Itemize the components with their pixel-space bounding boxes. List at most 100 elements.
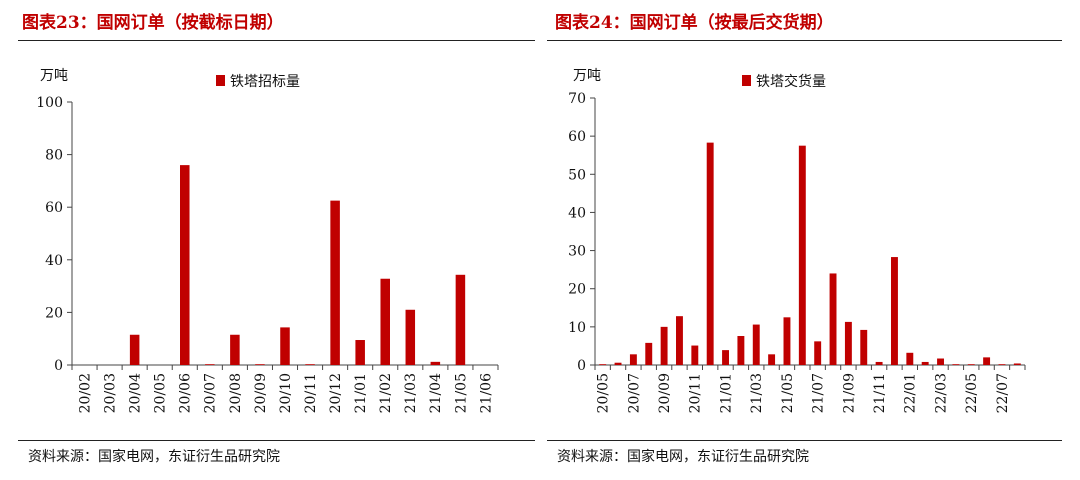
bar — [906, 352, 914, 365]
x-tick-label: 21/06 — [478, 373, 494, 413]
x-tick-label: 21/03 — [403, 373, 419, 413]
x-tick-label: 20/02 — [77, 373, 93, 413]
bar — [722, 350, 729, 365]
x-tick-label: 20/05 — [153, 373, 169, 413]
x-tick-label: 20/11 — [303, 373, 319, 413]
bar — [860, 329, 868, 365]
x-tick-label: 22/05 — [964, 373, 980, 413]
y-tick-label: 40 — [45, 253, 63, 269]
y-tick-label: 30 — [568, 244, 586, 260]
bar — [829, 273, 837, 365]
bar — [937, 358, 944, 365]
x-tick-label: 20/04 — [128, 373, 144, 413]
legend-label: 铁塔交货量 — [756, 73, 826, 90]
x-tick-label: 21/07 — [811, 373, 827, 413]
bar — [305, 364, 315, 365]
bar — [752, 324, 760, 365]
legend-swatch — [742, 75, 751, 86]
x-tick-label: 21/05 — [780, 373, 796, 413]
y-tick-label: 100 — [36, 95, 63, 111]
bar — [380, 278, 390, 365]
bar — [983, 357, 991, 365]
bar — [660, 326, 668, 365]
bar — [430, 361, 441, 365]
x-tick-label: 21/09 — [841, 373, 857, 413]
chart-panel-orders-by-bid-date: 图表23：国网订单（按截标日期） 万吨 铁塔招标量 0 20 40 60 80 100 20/0… — [0, 0, 535, 480]
bar — [645, 342, 653, 365]
source-rule — [18, 440, 535, 441]
bar — [891, 257, 898, 365]
bar — [255, 364, 265, 365]
x-tick-label: 22/01 — [903, 373, 919, 413]
bar — [455, 274, 466, 365]
title-rule — [547, 40, 1062, 41]
x-tick-label: 20/08 — [228, 373, 244, 413]
bar — [783, 317, 791, 365]
legend-swatch — [216, 75, 225, 86]
bar — [676, 316, 683, 365]
x-tick-label: 21/01 — [718, 373, 734, 413]
x-tick-label: 20/06 — [178, 373, 194, 413]
y-tick-label: 0 — [577, 358, 586, 374]
bar — [180, 165, 190, 365]
source-note: 资料来源：国家电网，东证衍生品研究院 — [28, 449, 280, 465]
bar — [998, 364, 1006, 365]
source-rule — [547, 440, 1062, 441]
bar — [280, 327, 290, 365]
chart-title: 图表24：国网订单（按最后交货期） — [555, 13, 834, 33]
x-tick-label: 21/03 — [749, 373, 765, 413]
x-tick-label: 20/03 — [102, 373, 118, 413]
bar — [706, 142, 714, 365]
bar — [405, 309, 416, 365]
y-tick-label: 60 — [45, 200, 63, 216]
x-tick-label: 20/07 — [626, 373, 642, 413]
bar — [629, 354, 637, 365]
x-tick-label: 20/07 — [203, 373, 219, 413]
bar — [330, 200, 340, 365]
x-tick-label: 21/05 — [453, 373, 469, 413]
x-tick-label: 21/02 — [378, 373, 394, 413]
x-tick-label: 20/09 — [253, 373, 269, 413]
y-tick-label: 60 — [568, 129, 586, 145]
bar — [798, 145, 806, 365]
legend-label: 铁塔招标量 — [230, 74, 300, 90]
bar — [614, 362, 622, 365]
bar — [129, 334, 140, 365]
bar — [844, 321, 852, 365]
y-tick-label: 50 — [568, 167, 586, 183]
bar — [814, 341, 822, 365]
chart-title: 图表23：国网订单（按截标日期） — [22, 13, 284, 33]
x-tick-label: 22/07 — [995, 373, 1011, 413]
x-tick-label: 20/09 — [657, 373, 673, 413]
y-tick-label: 70 — [568, 91, 586, 107]
bar — [205, 364, 215, 365]
bar — [355, 340, 365, 365]
x-tick-label: 20/05 — [596, 373, 612, 413]
x-tick-label: 21/01 — [353, 373, 369, 413]
bar-chart-bid-volume: 万吨 铁塔招标量 0 20 40 60 80 100 20/02 20/03 20/04 20/05 2… — [36, 68, 499, 413]
bar — [875, 361, 883, 365]
source-note: 资料来源：国家电网，东证衍生品研究院 — [557, 449, 809, 465]
x-tick-label: 20/10 — [278, 373, 294, 413]
bar — [952, 364, 960, 365]
y-tick-label: 0 — [54, 358, 63, 374]
title-rule — [18, 40, 535, 41]
y-tick-label: 40 — [568, 205, 586, 221]
x-tick-label: 20/12 — [328, 373, 344, 413]
y-tick-label: 20 — [45, 305, 63, 321]
bar — [768, 354, 776, 365]
y-tick-label: 80 — [45, 148, 63, 164]
bar — [599, 364, 607, 365]
x-tick-label: 21/11 — [872, 373, 888, 413]
bar — [1013, 363, 1021, 365]
y-tick-label: 20 — [568, 282, 586, 298]
bar — [921, 361, 929, 365]
y-tick-label: 10 — [568, 320, 586, 336]
y-unit-label: 万吨 — [573, 68, 601, 84]
bar — [967, 364, 975, 365]
y-unit-label: 万吨 — [40, 68, 68, 84]
bar — [691, 345, 699, 365]
x-tick-label: 21/04 — [428, 373, 444, 413]
bar-chart-delivery-volume: 万吨 铁塔交货量 0 10 20 30 40 50 60 70 20/05 20/07 20/09 20/… — [568, 68, 1026, 413]
chart-panel-orders-by-delivery-date: 图表24：国网订单（按最后交货期） 万吨 铁塔交货量 0 10 20 30 40 50 60 70… — [545, 0, 1080, 480]
